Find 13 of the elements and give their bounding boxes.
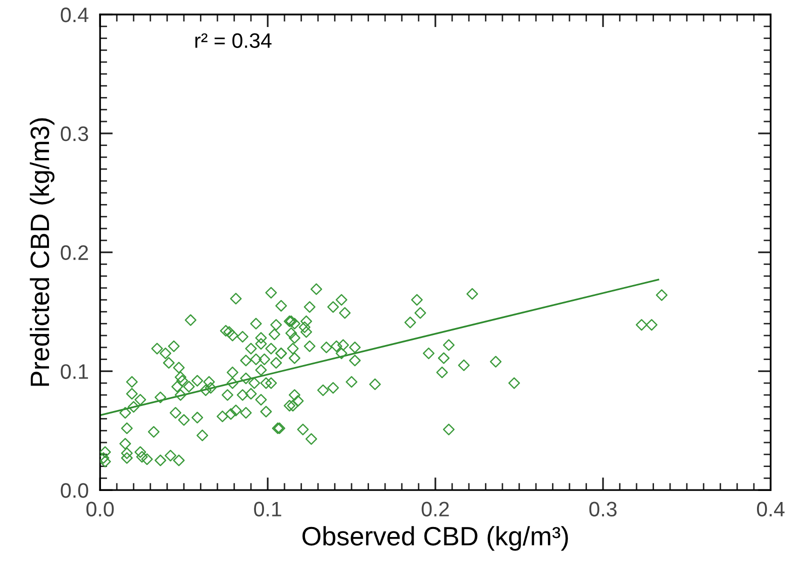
x-tick-label: 0.3 xyxy=(589,502,617,517)
y-tick-label: 0.2 xyxy=(60,245,88,260)
x-tick-label: 0.4 xyxy=(757,502,785,517)
x-tick-label: 0.2 xyxy=(422,502,449,517)
y-tick-label: 0.3 xyxy=(60,126,88,142)
y-axis-title: Predicted CBD (kg/m3) xyxy=(30,118,54,386)
x-tick-label: 0.0 xyxy=(86,502,114,517)
x-axis-title: Observed CBD (kg/m³) xyxy=(302,526,568,551)
y-tick-label: 0.4 xyxy=(60,8,88,22)
x-tick-label: 0.1 xyxy=(254,502,282,517)
annotation: r² = 0.34 xyxy=(195,33,272,48)
y-tick-label: 0.1 xyxy=(60,364,88,379)
y-tick-label: 0.0 xyxy=(60,483,88,498)
